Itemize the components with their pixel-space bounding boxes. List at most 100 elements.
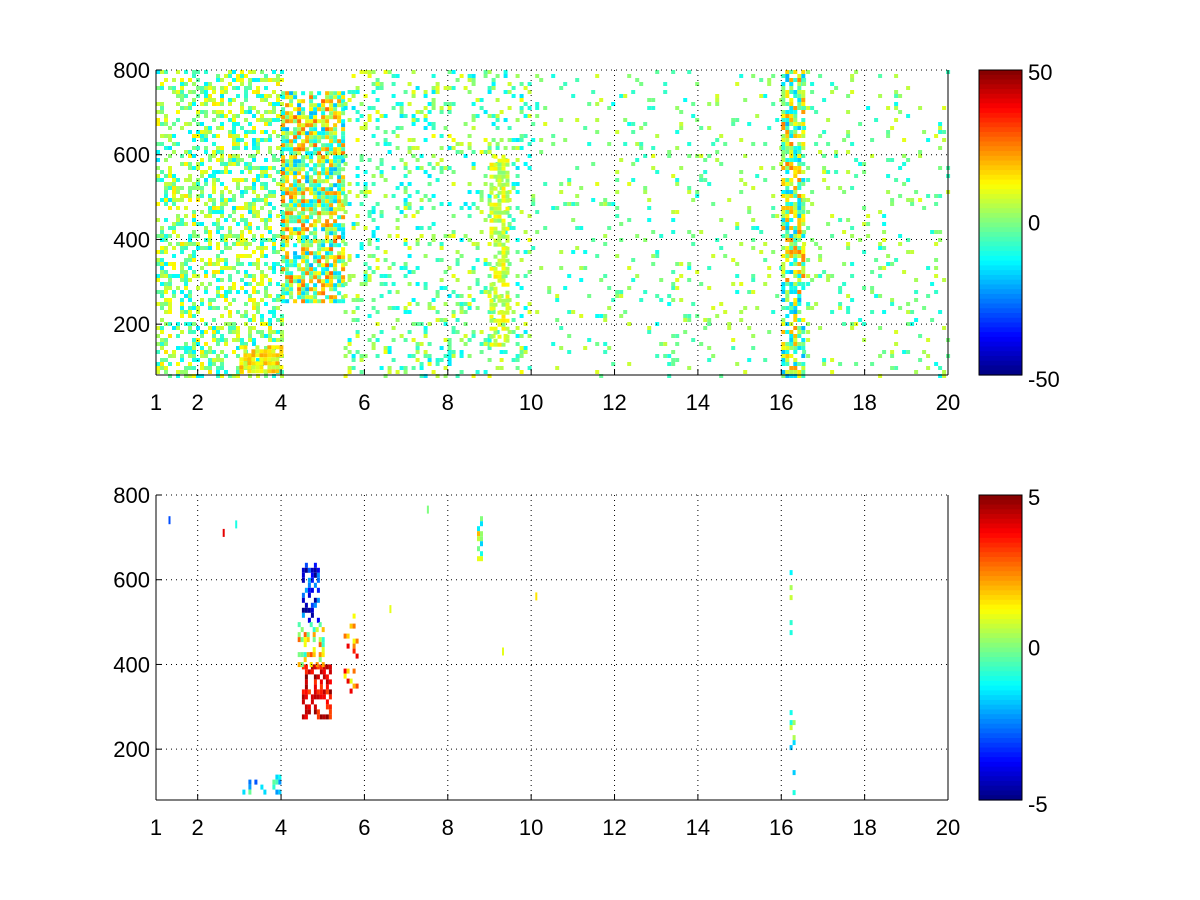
heatmap-cell xyxy=(495,146,500,150)
heatmap-cell xyxy=(367,74,372,78)
heatmap-cell xyxy=(196,374,200,378)
heatmap-cell xyxy=(289,195,294,200)
heatmap-cell xyxy=(505,190,510,195)
heatmap-cell xyxy=(240,314,244,318)
heatmap-cell xyxy=(515,206,520,210)
heatmap-cell xyxy=(635,274,640,278)
heatmap-cell xyxy=(341,199,346,204)
heatmap-cell xyxy=(252,154,256,158)
heatmap-cell xyxy=(304,607,308,613)
heatmap-cell xyxy=(228,190,232,194)
heatmap-cell xyxy=(200,86,204,90)
heatmap-cell xyxy=(263,353,268,358)
heatmap-cell xyxy=(802,350,807,354)
heatmap-cell xyxy=(276,294,280,298)
heatmap-cell xyxy=(329,175,334,180)
heatmap-cell xyxy=(346,643,350,649)
heatmap-cell xyxy=(435,294,440,298)
heatmap-cell xyxy=(615,214,620,218)
heatmap-cell xyxy=(785,298,790,302)
heatmap-cell xyxy=(789,270,794,274)
heatmap-cell xyxy=(489,174,494,179)
heatmap-cell xyxy=(305,175,310,180)
heatmap-cell xyxy=(611,298,616,302)
heatmap-cell xyxy=(309,207,314,212)
colorbar-segment xyxy=(979,709,1022,715)
heatmap-cell xyxy=(192,222,196,226)
heatmap-cell xyxy=(313,151,318,156)
heatmap-cell xyxy=(232,194,236,198)
heatmap-cell xyxy=(619,314,624,318)
heatmap-cell xyxy=(244,98,248,102)
heatmap-cell xyxy=(204,226,208,230)
heatmap-cell xyxy=(755,226,760,230)
heatmap-cell xyxy=(325,155,330,160)
heatmap-cell xyxy=(367,278,372,282)
heatmap-cell xyxy=(515,158,520,162)
heatmap-cell xyxy=(251,357,256,362)
heatmap-cell xyxy=(247,365,252,370)
heatmap-cell xyxy=(375,166,380,170)
heatmap-cell xyxy=(310,607,314,613)
heatmap-cell xyxy=(309,159,314,164)
heatmap-cell xyxy=(200,366,204,370)
heatmap-cell xyxy=(822,166,827,170)
x-tick-label: 2 xyxy=(192,390,204,415)
heatmap-cell xyxy=(579,226,584,230)
heatmap-cell xyxy=(535,106,540,110)
heatmap-cell xyxy=(687,278,692,282)
heatmap-cell xyxy=(785,322,790,326)
heatmap-cell xyxy=(272,166,276,170)
heatmap-cell xyxy=(309,279,314,284)
heatmap-cell xyxy=(244,142,248,146)
heatmap-cell xyxy=(204,170,208,174)
heatmap-cell xyxy=(793,282,798,286)
heatmap-cell xyxy=(781,110,786,114)
heatmap-cell xyxy=(325,227,330,232)
heatmap-cell xyxy=(337,227,342,232)
heatmap-cell xyxy=(232,198,236,202)
heatmap-cell xyxy=(200,318,204,322)
heatmap-cell xyxy=(285,279,290,284)
heatmap-cell xyxy=(375,118,380,122)
heatmap-cell xyxy=(814,110,819,114)
heatmap-cell xyxy=(240,158,244,162)
heatmap-cell xyxy=(926,294,931,298)
heatmap-cell xyxy=(240,126,244,130)
heatmap-cell xyxy=(271,349,276,354)
heatmap-cell xyxy=(886,158,891,162)
heatmap-cell xyxy=(759,166,764,170)
heatmap-cell xyxy=(347,342,352,346)
heatmap-cell xyxy=(312,627,316,633)
heatmap-cell xyxy=(285,207,290,212)
heatmap-cell xyxy=(519,370,524,374)
heatmap-cell xyxy=(467,286,472,290)
heatmap-cell xyxy=(793,246,798,250)
x-tick-label: 1 xyxy=(150,390,162,415)
heatmap-cell xyxy=(575,246,580,250)
heatmap-cell xyxy=(192,234,196,238)
heatmap-cell xyxy=(781,98,786,102)
heatmap-cell xyxy=(489,206,494,211)
heatmap-cell xyxy=(329,243,334,248)
heatmap-cell xyxy=(333,227,338,232)
heatmap-cell xyxy=(363,270,368,274)
heatmap-cell xyxy=(487,114,492,118)
heatmap-cell xyxy=(293,139,298,144)
heatmap-cell xyxy=(443,166,448,170)
heatmap-cell xyxy=(252,158,256,162)
heatmap-cell xyxy=(882,222,887,226)
heatmap-cell xyxy=(304,567,308,573)
heatmap-cell xyxy=(172,326,176,330)
heatmap-cell xyxy=(519,138,524,142)
heatmap-cell xyxy=(220,362,224,366)
heatmap-cell xyxy=(751,274,756,278)
heatmap-cell xyxy=(235,520,238,529)
heatmap-cell xyxy=(321,291,326,296)
heatmap-cell xyxy=(352,683,356,689)
heatmap-cell xyxy=(289,291,294,296)
heatmap-cell xyxy=(475,246,480,250)
heatmap-cell xyxy=(383,178,388,182)
heatmap-cell xyxy=(293,263,298,268)
